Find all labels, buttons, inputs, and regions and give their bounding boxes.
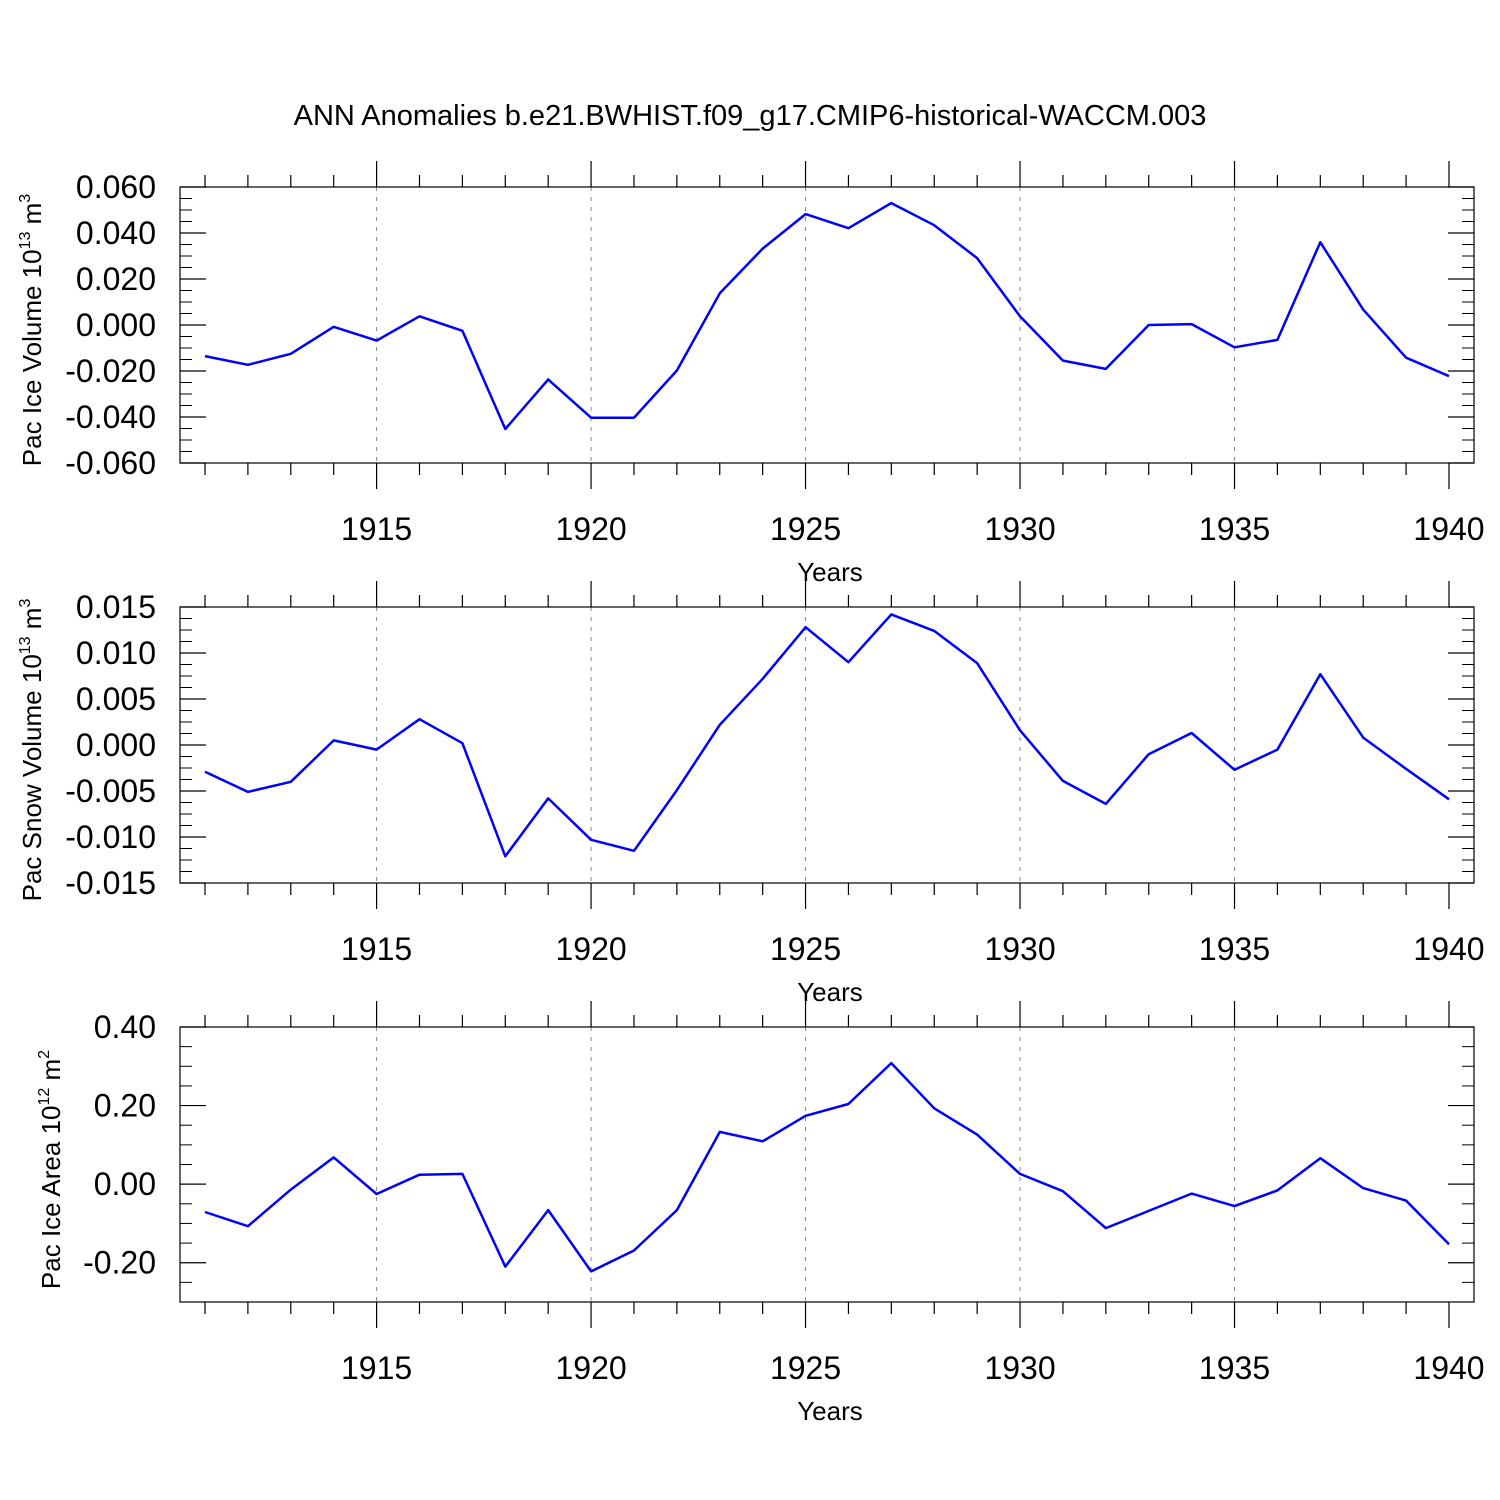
y-axis-label-text: Pac Ice Area 10 — [36, 1106, 66, 1290]
y-tick-label: -0.20 — [83, 1245, 156, 1281]
y-axis-label-unit: m — [17, 608, 47, 637]
x-tick-label: 1940 — [1413, 1350, 1484, 1386]
x-tick-label: 1925 — [770, 511, 841, 547]
x-tick-label: 1920 — [555, 511, 626, 547]
y-tick-label: -0.010 — [65, 819, 156, 855]
panel-snow-volume: 0.015 0.010 0.005 0.000 -0.005 -0.010 -0.015 19… — [17, 581, 1485, 1007]
x-tick-label: 1940 — [1413, 931, 1484, 967]
y-tick-label: 0.000 — [76, 307, 156, 343]
x-tick-label: 1915 — [341, 1350, 412, 1386]
y-axis-label-text: Pac Snow Volume 10 — [17, 654, 47, 901]
x-tick-label: 1930 — [984, 1350, 1055, 1386]
y-tick-label: 0.060 — [76, 169, 156, 205]
y-tick-label: 0.20 — [94, 1088, 156, 1124]
y-axis-label-unit-exponent: 3 — [17, 194, 34, 203]
x-tick-label: 1925 — [770, 931, 841, 967]
x-tick-label: 1940 — [1413, 511, 1484, 547]
y-axis-label-unit: m — [36, 1059, 66, 1088]
x-axis-label: Years — [797, 1396, 863, 1426]
series-line — [204, 201, 1450, 431]
y-tick-label: -0.060 — [65, 445, 156, 481]
x-tick-label: 1920 — [555, 931, 626, 967]
y-tick-label: 0.010 — [76, 635, 156, 671]
x-tick-label: 1915 — [341, 511, 412, 547]
y-tick-label: -0.040 — [65, 399, 156, 435]
x-tick-label: 1920 — [555, 1350, 626, 1386]
series-line — [204, 613, 1450, 858]
panel-ice-area: 0.40 0.20 0.00 -0.20 1915 1920 1925 1930 1935 194… — [36, 1001, 1485, 1426]
plot-frame — [179, 1026, 1475, 1303]
x-axis-label: Years — [797, 557, 863, 587]
y-axis-label-unit-exponent: 3 — [17, 599, 34, 608]
y-axis-label: Pac Ice Volume 1013 m3 — [17, 194, 47, 467]
y-tick-label: 0.020 — [76, 261, 156, 297]
series-line — [204, 1061, 1450, 1273]
x-tick-label: 1935 — [1199, 1350, 1270, 1386]
y-axis-label-text: Pac Ice Volume 10 — [17, 249, 47, 466]
x-axis-label: Years — [797, 977, 863, 1007]
x-tick-label: 1935 — [1199, 931, 1270, 967]
x-tick-label: 1930 — [984, 931, 1055, 967]
y-tick-label: 0.000 — [76, 727, 156, 763]
y-tick-label: -0.005 — [65, 773, 156, 809]
x-tick-label: 1930 — [984, 511, 1055, 547]
y-tick-label: -0.015 — [65, 865, 156, 901]
y-tick-label: -0.020 — [65, 353, 156, 389]
y-axis-label-exponent: 13 — [17, 636, 34, 654]
y-tick-label: 0.40 — [94, 1009, 156, 1045]
figure-title: ANN Anomalies b.e21.BWHIST.f09_g17.CMIP6… — [294, 100, 1207, 132]
plot-frame — [179, 186, 1475, 464]
y-axis-label-exponent: 12 — [36, 1088, 53, 1106]
y-axis-label-exponent: 13 — [17, 231, 34, 249]
y-tick-label: 0.015 — [76, 589, 156, 625]
y-axis-label: Pac Snow Volume 1013 m3 — [17, 599, 47, 902]
panel-ice-volume: 0.060 0.040 0.020 0.000 -0.020 -0.040 -0.060 19… — [17, 161, 1485, 587]
x-tick-label: 1935 — [1199, 511, 1270, 547]
y-tick-label: 0.040 — [76, 215, 156, 251]
y-tick-label: 0.00 — [94, 1166, 156, 1202]
y-axis-label-unit: m — [17, 203, 47, 232]
y-axis-label: Pac Ice Area 1012 m2 — [36, 1050, 66, 1289]
x-tick-label: 1915 — [341, 931, 412, 967]
x-tick-label: 1925 — [770, 1350, 841, 1386]
y-axis-label-unit-exponent: 2 — [36, 1050, 53, 1059]
y-tick-label: 0.005 — [76, 681, 156, 717]
